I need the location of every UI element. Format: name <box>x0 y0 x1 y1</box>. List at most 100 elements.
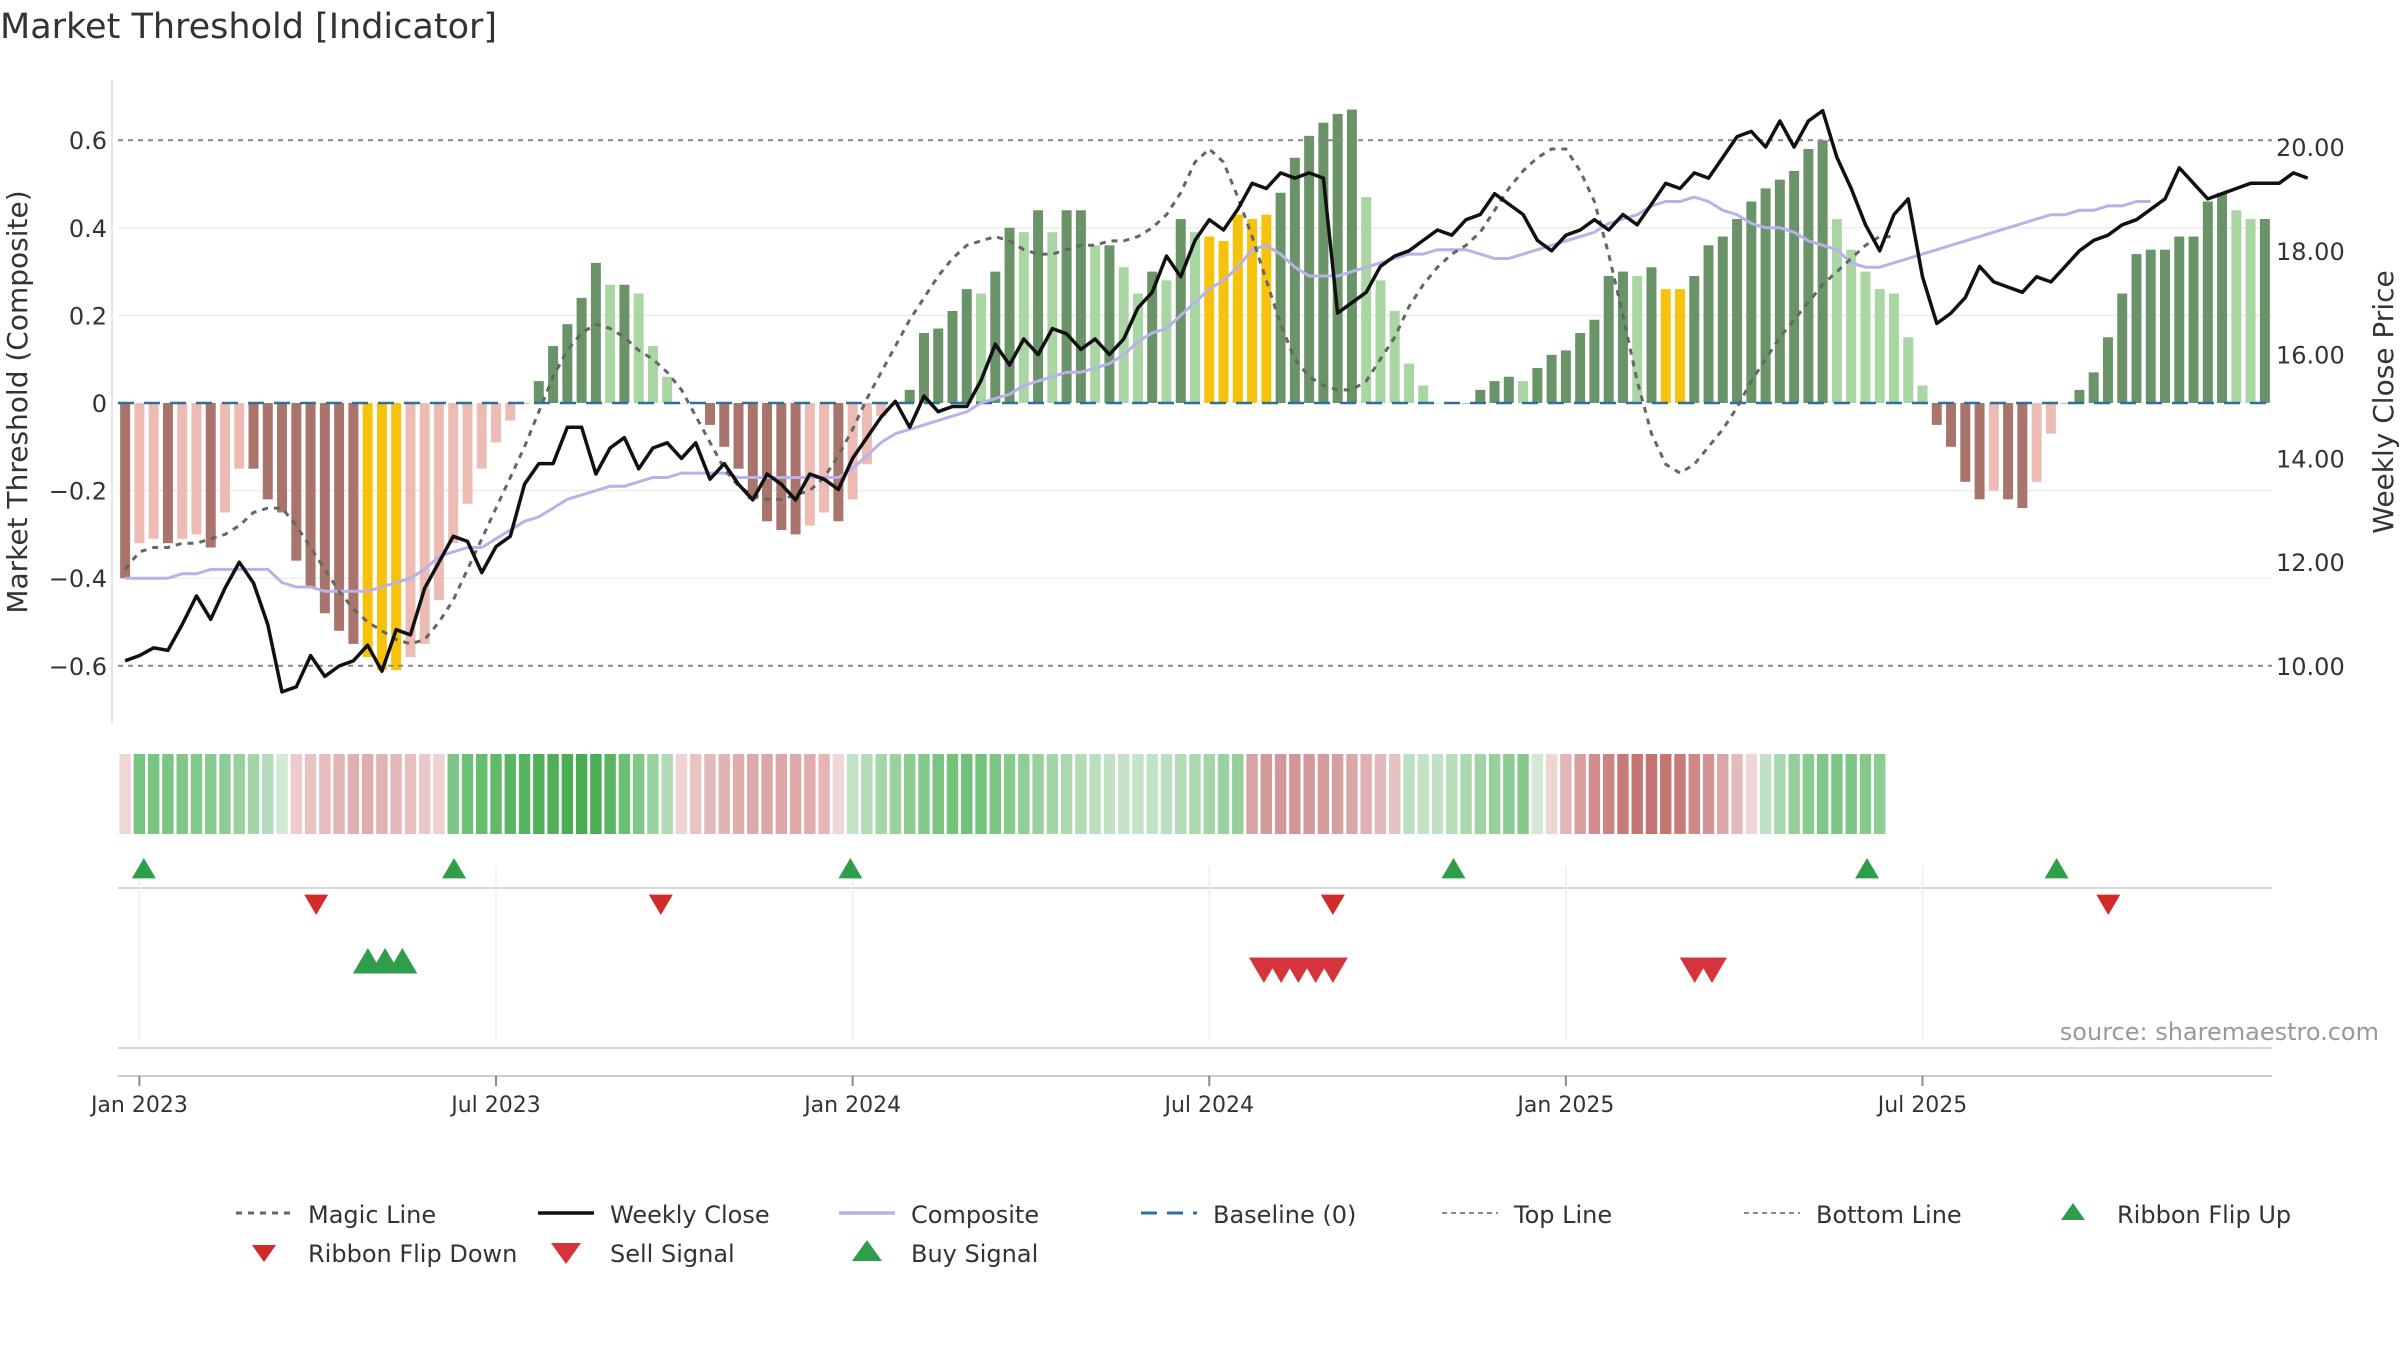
composite-bar <box>1261 214 1272 403</box>
ribbon-cell <box>418 754 431 834</box>
ribbon-cell <box>718 754 730 834</box>
composite-bar <box>2202 201 2213 403</box>
legend-swatch <box>551 1243 581 1264</box>
composite-bar <box>2174 236 2185 403</box>
y-tick-label: 0.4 <box>69 215 107 243</box>
ribbon-cell <box>1531 754 1544 834</box>
composite-bar <box>918 332 929 403</box>
y-tick-label: −0.2 <box>49 478 107 506</box>
ribbon-cell <box>1446 754 1458 834</box>
composite-bar <box>790 403 801 535</box>
composite-bar <box>1846 249 1857 403</box>
sell-signal-marker <box>1317 957 1348 983</box>
composite-bar <box>762 403 773 522</box>
ribbon-flip-down-marker <box>304 894 329 915</box>
x-tick-label: Jul 2024 <box>1162 1093 1254 1118</box>
ribbon-cell <box>533 754 545 834</box>
ribbon-cell <box>561 754 574 834</box>
composite-bar <box>961 289 972 403</box>
legend-swatch <box>252 1245 276 1262</box>
ribbon-cell <box>1132 754 1144 834</box>
ribbon-cell <box>1831 754 1843 834</box>
ribbon-cell <box>1046 754 1059 834</box>
ribbon-cell <box>233 754 245 834</box>
ribbon-cell <box>1688 754 1700 834</box>
composite-bar <box>462 403 473 504</box>
ribbon-flip-down-marker <box>1320 894 1345 915</box>
legend-item-flipup: Ribbon Flip Up <box>2061 1201 2291 1229</box>
ribbon-cell <box>903 754 916 834</box>
composite-bar <box>1104 245 1115 403</box>
composite-bar <box>1403 363 1414 403</box>
axes: 0.6 0.4 0.2 0 −0.2 −0.4 −0.6 20.00 18.00 16.00 14.… <box>49 80 2345 724</box>
ribbon-cell <box>162 754 174 834</box>
ribbon-cell <box>1003 754 1016 834</box>
composite-bar <box>1603 275 1614 403</box>
ribbon-cell <box>1389 754 1401 834</box>
ribbon-cell <box>775 754 788 834</box>
composite-bar <box>1632 275 1643 403</box>
ribbon-cell <box>1517 754 1529 834</box>
ribbon-cell <box>1702 754 1715 834</box>
composite-bar <box>1332 113 1343 404</box>
ribbon-cell <box>875 754 887 834</box>
ribbon-cell <box>889 754 902 834</box>
composite-bar <box>1703 245 1714 403</box>
composite-bar <box>1917 385 1928 403</box>
ribbon-cell <box>1802 754 1815 834</box>
composite-bar <box>2259 219 2270 403</box>
ribbon-cell <box>1759 754 1772 834</box>
ribbon-cell <box>1574 754 1586 834</box>
ribbon-cell <box>1060 754 1073 834</box>
ribbon-cell <box>1488 754 1501 834</box>
ribbon-cell <box>1602 754 1615 834</box>
composite-bar <box>1346 109 1357 403</box>
composite-bar <box>2231 210 2242 403</box>
ribbon-cell <box>647 754 659 834</box>
ribbon-cell <box>1203 754 1215 834</box>
y2-tick-label: 16.00 <box>2276 342 2345 370</box>
ribbon-cell <box>447 754 459 834</box>
legend-item-flipdown: Ribbon Flip Down <box>252 1240 517 1268</box>
composite-bar <box>2217 192 2228 403</box>
composite-bar <box>491 403 502 443</box>
composite-bar <box>1660 289 1671 403</box>
ribbon-cell <box>661 754 673 834</box>
ribbon-cell <box>1317 754 1330 834</box>
composite-bar <box>1817 140 1828 403</box>
composite-bar <box>662 376 673 403</box>
composite-bar <box>219 403 230 513</box>
ribbon-cell <box>247 754 260 834</box>
ribbon-cell <box>932 754 944 834</box>
x-tick-label: Jul 2023 <box>449 1093 541 1118</box>
composite-bars <box>120 109 2270 671</box>
composite-bar <box>519 403 530 404</box>
ribbon-cell <box>1645 754 1658 834</box>
ribbon-cell <box>1032 754 1044 834</box>
ribbon-cell <box>1117 754 1130 834</box>
composite-bar <box>1289 157 1300 403</box>
composite-bar <box>1432 403 1443 404</box>
composite-bar <box>476 403 487 469</box>
composite-bar <box>933 328 944 403</box>
composite-bar <box>2060 403 2071 404</box>
ribbon-cell <box>1560 754 1572 834</box>
composite-bar <box>1988 403 1999 491</box>
ribbon-cell <box>1631 754 1643 834</box>
composite-bar <box>619 284 630 403</box>
ribbon-cell <box>404 754 417 834</box>
composite-bar <box>291 403 302 561</box>
composite-bar <box>861 403 872 465</box>
ribbon-cell <box>1175 754 1187 834</box>
ribbon-cell <box>1217 754 1230 834</box>
composite-bar <box>1903 337 1914 403</box>
ribbon-flip-up-marker <box>2044 858 2069 879</box>
composite-bar <box>1247 219 1258 403</box>
ribbon-flip-down-marker <box>2096 894 2121 915</box>
ribbon-cell <box>1289 754 1301 834</box>
composite-bar <box>1418 385 1429 403</box>
composite-bar <box>148 403 159 539</box>
composite-bar <box>2088 372 2099 403</box>
ribbon-cell <box>975 754 987 834</box>
ribbon-cell <box>761 754 773 834</box>
